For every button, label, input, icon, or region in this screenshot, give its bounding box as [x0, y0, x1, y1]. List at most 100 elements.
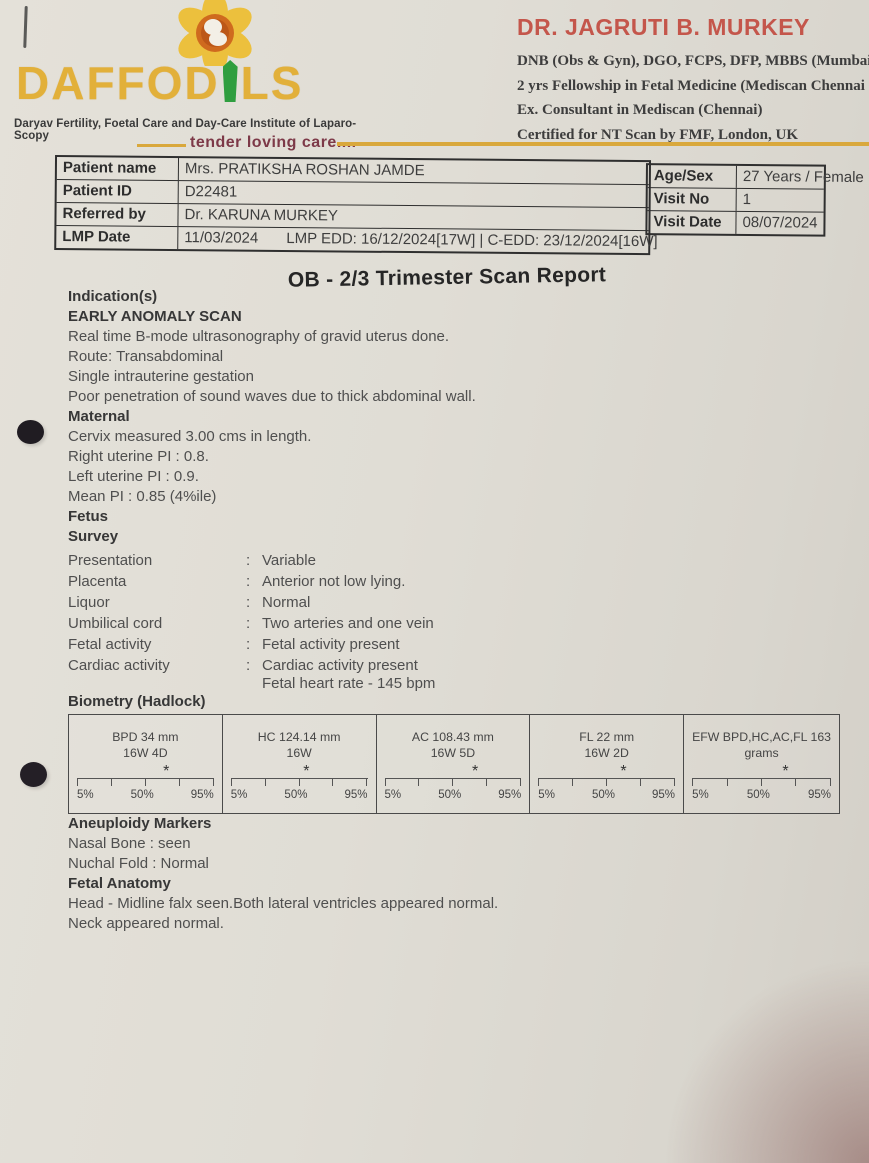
- gestational-age: 16W 2D: [584, 746, 629, 760]
- doctor-credentials: DNB (Obs & Gyn), DGO, FCPS, DFP, MBBS (M…: [517, 49, 869, 147]
- survey-row: Placenta: Anterior not low lying.: [68, 571, 688, 592]
- scale-labels: 5% 50% 95%: [230, 789, 368, 801]
- percentile-marker: *: [472, 763, 479, 780]
- doctor-header: DR. JAGRUTI B. MURKEY DNB (Obs & Gyn), D…: [517, 14, 869, 147]
- clinic-logo-text: DAFFOD LS: [16, 56, 303, 110]
- patient-table-right: Age/Sex 27 Years / Female Visit No 1 Vis…: [645, 163, 864, 237]
- biometry-box-fl: FL 22 mm 16W 2D * 5% 50% 95%: [530, 714, 685, 814]
- patient-info-tables: Patient name Mrs. PRATIKSHA ROSHAN JAMDE…: [1, 0, 869, 256]
- logo-text-left: DAFFOD: [16, 57, 220, 109]
- biometry-box-efw: EFW BPD,HC,AC,FL 163 grams * 5% 50% 95%: [684, 714, 841, 814]
- finding-line: Nuchal Fold : Normal: [68, 855, 209, 872]
- percentile-track: *: [385, 761, 522, 780]
- finding-line: Left uterine PI : 0.9.: [68, 468, 199, 485]
- percentile-track: *: [77, 761, 214, 780]
- percentile-scale: [692, 778, 832, 788]
- gestational-age: grams: [744, 746, 779, 760]
- fetal-heart-rate: Fetal heart rate - 145 bpm: [262, 675, 436, 692]
- clinic-tagline: Daryav Fertility, Foetal Care and Day-Ca…: [14, 118, 357, 142]
- percentile-track: *: [538, 761, 675, 780]
- divider-line: [337, 142, 869, 146]
- daffodil-flower-logo: [178, 0, 252, 66]
- finding-line: Nasal Bone : seen: [68, 835, 191, 852]
- field-label: Age/Sex: [647, 165, 737, 188]
- finding-line: Real time B-mode ultrasonography of grav…: [68, 328, 450, 345]
- biometry-chart: BPD 34 mm 16W 4D * 5% 50% 95% HC 124.14 mm…: [68, 714, 841, 814]
- gestational-age: 16W: [286, 746, 312, 760]
- colon: :: [246, 657, 251, 674]
- survey-row: Liquor: Normal: [68, 592, 688, 613]
- survey-value: Anterior not low lying.: [262, 573, 406, 590]
- anatomy-heading: Fetal Anatomy: [68, 875, 171, 892]
- gestational-age: 16W 5D: [430, 746, 476, 760]
- measurement: FL 22 mm: [579, 730, 635, 744]
- clinic-motto: tender loving care....: [190, 134, 357, 151]
- divider-line: [137, 144, 186, 147]
- credential-line: DNB (Obs & Gyn), DGO, FCPS, DFP, MBBS (M…: [517, 53, 869, 69]
- percentile-marker: *: [782, 763, 789, 780]
- survey-row: Presentation: Variable: [68, 550, 688, 571]
- lmp-date: 11/03/2024: [184, 229, 259, 247]
- survey-label: Placenta: [68, 573, 127, 590]
- survey-label: Cardiac activity: [68, 657, 170, 674]
- colon: :: [246, 615, 251, 632]
- field-label: Patient ID: [56, 179, 179, 204]
- indication-value: EARLY ANOMALY SCAN: [68, 308, 242, 325]
- doctor-name: DR. JAGRUTI B. MURKEY: [517, 14, 810, 40]
- finding-line: Poor penetration of sound waves due to t…: [68, 388, 476, 405]
- maternal-heading: Maternal: [68, 408, 130, 425]
- survey-value: Cardiac activity present Fetal heart rate…: [262, 655, 435, 692]
- field-value: 27 Years / Female: [742, 167, 864, 187]
- patient-table-left: Patient name Mrs. PRATIKSHA ROSHAN JAMDE…: [54, 154, 658, 256]
- survey-label: Umbilical cord: [68, 615, 163, 632]
- colon: :: [246, 552, 251, 569]
- biometry-heading: Biometry (Hadlock): [68, 693, 206, 710]
- edd-info: LMP EDD: 16/12/2024[17W] | C-EDD: 23/12/…: [286, 229, 658, 251]
- survey-label: Fetal activity: [68, 636, 152, 653]
- finding-line: Right uterine PI : 0.8.: [68, 448, 209, 465]
- field-label: Visit No: [647, 188, 737, 211]
- percentile-marker: *: [620, 763, 627, 780]
- scale-labels: 5% 50% 95%: [692, 789, 831, 801]
- percentile-scale: [538, 778, 676, 788]
- finding-line: Single intrauterine gestation: [68, 368, 254, 385]
- measurement: HC 124.14 mm: [257, 730, 341, 744]
- percentile-marker: *: [163, 763, 170, 780]
- percentile-scale: [77, 778, 214, 788]
- credential-line: 2 yrs Fellowship in Fetal Medicine (Medi…: [517, 77, 865, 94]
- colon: :: [246, 573, 251, 590]
- field-value: Mrs. PRATIKSHA ROSHAN JAMDE: [184, 160, 425, 180]
- percentile-marker: *: [303, 763, 310, 780]
- field-label: LMP Date: [56, 225, 179, 250]
- hole-punch-dot: [20, 762, 47, 787]
- survey-value: Two arteries and one vein: [262, 615, 434, 632]
- table-row: Age/Sex 27 Years / Female: [647, 165, 864, 189]
- measurement: BPD 34 mm: [112, 730, 179, 744]
- measurement: AC 108.43 mm: [411, 730, 494, 744]
- field-value: Dr. KARUNA MURKEY: [184, 206, 338, 225]
- aneuploidy-heading: Aneuploidy Markers: [68, 815, 212, 832]
- field-label: Referred by: [56, 202, 179, 227]
- scale-labels: 5% 50% 95%: [384, 789, 522, 801]
- credential-line: Certified for NT Scan by FMF, London, UK: [517, 126, 798, 143]
- survey-label: Presentation: [68, 552, 153, 569]
- finding-line: Neck appeared normal.: [68, 915, 224, 932]
- percentile-track: *: [692, 761, 831, 780]
- sprout-icon: [222, 60, 238, 102]
- colon: :: [246, 594, 251, 611]
- finding-line: Head - Midline falx seen.Both lateral ve…: [68, 895, 499, 912]
- survey-row: Umbilical cord: Two arteries and one vein: [68, 613, 688, 634]
- field-label: Patient name: [56, 156, 180, 181]
- survey-value: Variable: [262, 552, 316, 569]
- logo-text-right: LS: [240, 57, 304, 109]
- survey-heading: Survey: [68, 528, 119, 545]
- table-row: Visit No 1: [647, 187, 824, 212]
- measurement: EFW BPD,HC,AC,FL 163: [692, 730, 832, 744]
- survey-row: Cardiac activity: Cardiac activity prese…: [68, 655, 688, 692]
- scale-labels: 5% 50% 95%: [538, 789, 676, 801]
- survey-value: Fetal activity present: [262, 636, 400, 653]
- biometry-box-hc: HC 124.14 mm 16W * 5% 50% 95%: [222, 714, 377, 814]
- field-value: D22481: [184, 183, 238, 201]
- cardiac-activity-value: Cardiac activity present: [262, 657, 418, 674]
